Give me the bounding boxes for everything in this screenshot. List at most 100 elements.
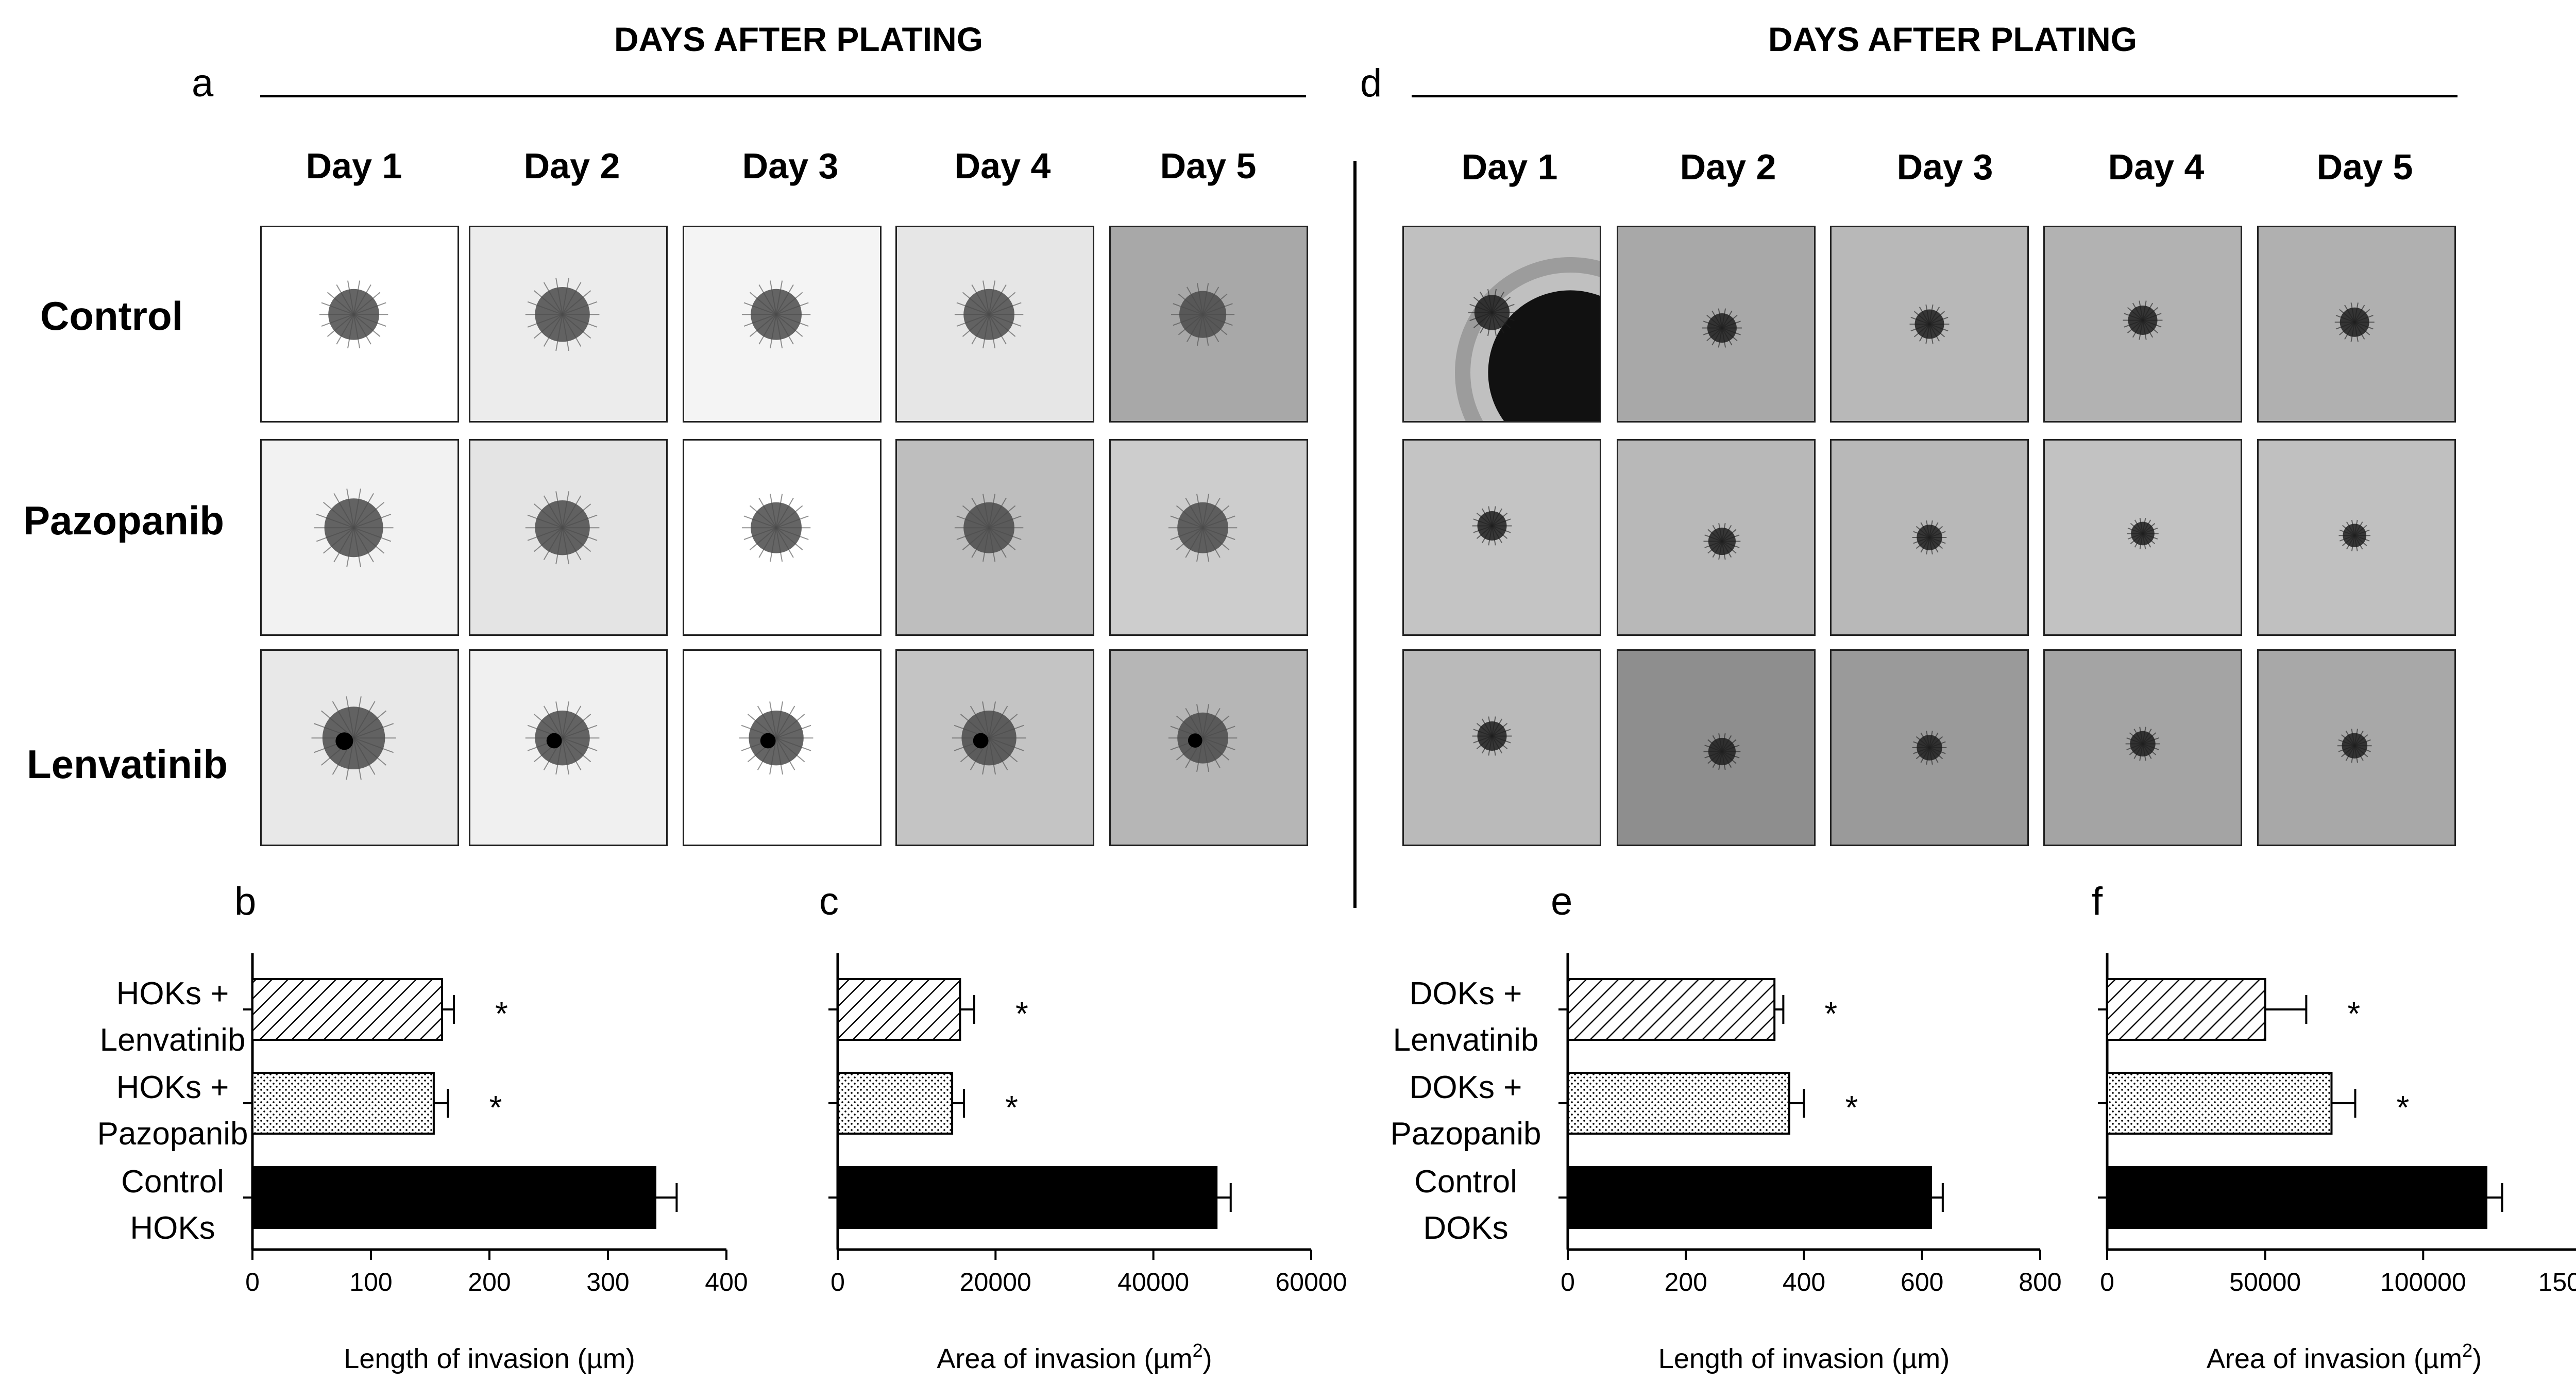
- category-label: Control: [1414, 1164, 1517, 1200]
- category-label: Lenvatinib: [100, 1022, 246, 1058]
- x-tick-label: 300: [586, 1268, 629, 1296]
- micrograph-left-r2-c1: [260, 439, 459, 636]
- x-tick-label: 60000: [1275, 1268, 1347, 1296]
- x-tick-label: 600: [1901, 1268, 1943, 1296]
- x-tick-label: 400: [1783, 1268, 1825, 1296]
- significance-star: *: [2347, 995, 2360, 1032]
- micrograph-right-r3-c3: [1830, 649, 2029, 846]
- significance-star: *: [1824, 995, 1837, 1032]
- x-axis-label: Area of invasion (µm2): [2207, 1340, 2482, 1374]
- day-label-left-3: Day 3: [742, 146, 839, 186]
- panel-divider: [1353, 161, 1357, 908]
- header-underline-right: [1412, 95, 2458, 97]
- category-label: DOKs +: [1410, 976, 1522, 1012]
- category-label: Pazopanib: [97, 1116, 248, 1152]
- bar-c-2: [837, 1072, 954, 1135]
- micrograph-left-r2-c2: [469, 439, 668, 636]
- micrograph-left-r3-c2: [469, 649, 668, 846]
- panel-label-b: b: [234, 880, 256, 923]
- significance-star: *: [495, 995, 508, 1032]
- x-tick-label: 200: [468, 1268, 511, 1296]
- micrograph-left-r1-c3: [683, 226, 882, 423]
- x-tick-label: 50000: [2229, 1268, 2301, 1296]
- micrograph-right-r1-c2: [1617, 226, 1816, 423]
- bar-f-3: [2106, 1166, 2487, 1229]
- micrograph-right-r3-c5: [2257, 649, 2456, 846]
- day-label-right-4: Day 4: [2108, 147, 2205, 187]
- day-label-left-2: Day 2: [523, 146, 620, 186]
- micrograph-right-r1-c3: [1830, 226, 2029, 423]
- panel-label-c: c: [819, 880, 839, 923]
- x-tick-label: 0: [831, 1268, 845, 1296]
- significance-star: *: [1845, 1089, 1858, 1126]
- category-label: Control: [121, 1164, 224, 1200]
- micrograph-left-r3-c3: [683, 649, 882, 846]
- bar-f-1: [2106, 978, 2266, 1041]
- x-tick-label: 800: [2019, 1268, 2061, 1296]
- significance-star: *: [1015, 995, 1028, 1032]
- micrograph-left-r1-c2: [469, 226, 668, 423]
- category-label: Pazopanib: [1390, 1116, 1541, 1152]
- day-label-left-5: Day 5: [1160, 146, 1257, 186]
- x-tick-label: 100000: [2380, 1268, 2466, 1296]
- x-axis-label: Area of invasion (µm2): [937, 1340, 1212, 1374]
- significance-star: *: [489, 1089, 502, 1126]
- day-label-left-4: Day 4: [954, 146, 1051, 186]
- micrograph-right-r2-c5: [2257, 439, 2456, 636]
- chart-c: c 0 20000 40000 60000 Area of invasion (µm2) *…: [819, 880, 1347, 1374]
- chart-e: e 0 200 400 600 800 Length of invasion (µm) * DO…: [1390, 880, 2061, 1374]
- category-label: HOKs: [130, 1210, 215, 1246]
- micrograph-left-r2-c5: [1109, 439, 1308, 636]
- x-tick-label: 100: [349, 1268, 392, 1296]
- x-axis-label: Length of invasion (µm): [344, 1343, 635, 1374]
- micrograph-left-r3-c4: [895, 649, 1094, 846]
- micrograph-left-r3-c1: [260, 649, 459, 846]
- micrograph-right-r3-c4: [2043, 649, 2242, 846]
- x-tick-label: 0: [2100, 1268, 2114, 1296]
- significance-star: *: [1005, 1089, 1018, 1126]
- bar-f-2: [2106, 1072, 2333, 1135]
- micrograph-right-r1-c4: [2043, 226, 2242, 423]
- micrograph-right-r3-c1: [1402, 649, 1601, 846]
- x-tick-label: 40000: [1117, 1268, 1189, 1296]
- category-label: HOKs +: [116, 1070, 229, 1105]
- micrograph-right-r1-c5: [2257, 226, 2456, 423]
- chart-f: f 0 50000 100000 150000 Area of invasion (µm2…: [2092, 880, 2576, 1374]
- header-underline-left: [260, 95, 1306, 97]
- day-label-left-1: Day 1: [306, 146, 402, 186]
- bar-e-2: [1567, 1072, 1790, 1135]
- bar-e-1: [1567, 978, 1776, 1041]
- micrograph-right-r2-c4: [2043, 439, 2242, 636]
- micrograph-left-r3-c5: [1109, 649, 1308, 846]
- bar-e-3: [1567, 1166, 1932, 1229]
- category-label: Lenvatinib: [1393, 1022, 1539, 1058]
- x-tick-label: 150000: [2538, 1268, 2576, 1296]
- header-right: DAYS AFTER PLATING: [1768, 20, 2138, 58]
- micrograph-right-r2-c1: [1402, 439, 1601, 636]
- bar-b-2: [251, 1072, 435, 1135]
- category-label: DOKs +: [1410, 1070, 1522, 1105]
- micrograph-left-r2-c4: [895, 439, 1094, 636]
- micrograph-right-r2-c3: [1830, 439, 2029, 636]
- x-tick-label: 400: [705, 1268, 748, 1296]
- significance-star: *: [2396, 1089, 2409, 1126]
- row-label-lenvatinib: Lenvatinib: [27, 741, 228, 787]
- chart-b: b 0 100 200 300 400 Length of invasion (µm) * HO…: [97, 880, 748, 1374]
- panel-label-a: a: [192, 61, 214, 105]
- x-tick-label: 200: [1665, 1268, 1707, 1296]
- panel-label-d: d: [1360, 61, 1382, 105]
- category-label: DOKs: [1423, 1210, 1508, 1246]
- day-label-right-5: Day 5: [2316, 147, 2413, 187]
- micrograph-left-r2-c3: [683, 439, 882, 636]
- micrograph-left-r1-c1: [260, 226, 459, 423]
- micrograph-left-r1-c4: [895, 226, 1094, 423]
- micrograph-right-r1-c1: [1402, 226, 1601, 423]
- header-left: DAYS AFTER PLATING: [614, 20, 984, 58]
- x-tick-label: 20000: [960, 1268, 1031, 1296]
- panel-label-f: f: [2092, 880, 2103, 923]
- category-label: HOKs +: [116, 976, 229, 1012]
- x-tick-label: 0: [1561, 1268, 1575, 1296]
- day-label-right-2: Day 2: [1680, 147, 1776, 187]
- bar-c-3: [837, 1166, 1218, 1229]
